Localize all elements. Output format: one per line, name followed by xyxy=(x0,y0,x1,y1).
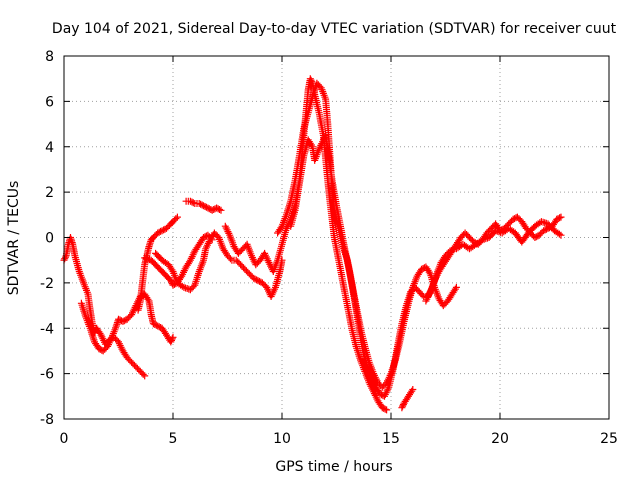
y-tick-label: 2 xyxy=(45,185,54,201)
x-tick-label: 15 xyxy=(382,431,400,447)
y-tick-label: -2 xyxy=(40,276,54,292)
x-axis-label: GPS time / hours xyxy=(275,459,392,475)
sdtvar-markers xyxy=(60,75,565,414)
x-tick-label: 0 xyxy=(60,431,69,447)
y-axis-label: SDTVAR / TECUs xyxy=(6,181,22,296)
y-tick-label: 6 xyxy=(45,94,54,110)
y-tick-label: -6 xyxy=(40,367,54,383)
x-tick-label: 20 xyxy=(491,431,509,447)
chart-title: Day 104 of 2021, Sidereal Day-to-day VTE… xyxy=(52,21,617,37)
y-tick-label: 4 xyxy=(45,140,54,156)
x-tick-label: 5 xyxy=(169,431,178,447)
x-tick-label: 10 xyxy=(273,431,291,447)
y-axis-ticks: -8 -6 -4 -2 0 2 4 6 8 xyxy=(40,49,609,428)
y-tick-label: -4 xyxy=(40,321,54,337)
y-tick-label: 8 xyxy=(45,49,54,65)
y-tick-label: -8 xyxy=(40,412,54,428)
x-axis-ticks: 0 5 10 15 20 25 xyxy=(60,56,618,447)
y-tick-label: 0 xyxy=(45,231,54,247)
x-tick-label: 25 xyxy=(600,431,618,447)
data-markers xyxy=(60,75,565,414)
